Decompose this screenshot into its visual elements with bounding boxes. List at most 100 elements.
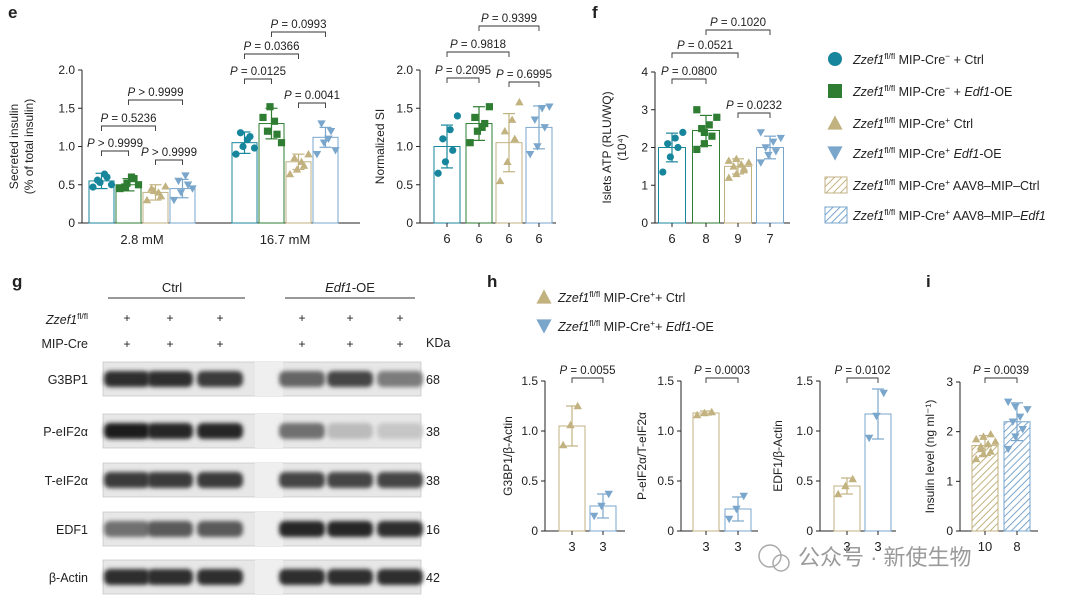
blot-band — [327, 371, 373, 387]
y-tick-label: 1.5 — [396, 101, 413, 115]
plus-sign: + — [123, 337, 130, 351]
legend-item: Zzef1fl/fl MIP-Cre+ Ctrl — [827, 115, 973, 131]
y-axis-label: G3BP1/β-Actin — [501, 416, 515, 496]
blot-band — [104, 423, 150, 439]
y-tick-label: 0.5 — [657, 474, 674, 488]
wechat-icon-bubble — [772, 554, 790, 572]
y-axis-label: Secreted insulin — [7, 104, 21, 189]
data-point — [495, 176, 505, 185]
significance-bracket — [101, 125, 156, 131]
chart-h-peif2a: 0 0.5 1.0 1.5 P-eIF2α/T-eIF2α 3 3 P = 0.0003 — [635, 365, 758, 554]
blot-band — [279, 423, 325, 439]
x-category-label: 3 — [734, 539, 741, 554]
blot-protein-label: EDF1 — [56, 523, 88, 537]
data-point — [729, 162, 738, 170]
data-point — [771, 148, 781, 156]
data-point — [764, 151, 773, 160]
blot-protein-label: T-eIF2α — [45, 474, 88, 488]
data-point — [693, 106, 701, 114]
significance-bracket — [478, 25, 540, 31]
y-tick-label: 1.0 — [58, 140, 75, 154]
plus-sign: + — [166, 311, 173, 325]
data-point — [1018, 425, 1027, 434]
data-point — [93, 176, 102, 184]
significance-bracket — [705, 377, 739, 383]
data-point — [674, 143, 682, 152]
p-value-label: P > 0.9999 — [141, 147, 197, 159]
panel-label-g: g — [12, 272, 22, 291]
blot-band — [147, 371, 193, 387]
legend-label: Zzef1fl/fl MIP-Cre+ AAV8–MIP–Ctrl — [852, 177, 1040, 193]
blot-band — [327, 423, 373, 439]
legend-item: Zzef1fl/fl MIP-Cre− + Edf1-OE — [828, 83, 1012, 99]
y-tick-label: 1 — [641, 178, 648, 192]
y-axis-label: Insulin level (ng ml⁻¹) — [923, 400, 937, 514]
data-point — [573, 401, 582, 410]
y-tick-label: 0.5 — [521, 474, 538, 488]
data-point — [507, 115, 517, 123]
legend-item: Zzef1fl/fl MIP-Cre+ AAV8–MIP–Edf1 — [824, 206, 1046, 224]
data-point — [236, 129, 245, 137]
p-value-label: P = 0.9399 — [481, 13, 537, 25]
data-point — [107, 181, 116, 189]
significance-bracket — [984, 377, 1018, 383]
blot-strip — [102, 413, 423, 449]
legend-label: Zzef1fl/fl MIP-Cre+ Ctrl — [852, 115, 973, 131]
blot-band — [377, 423, 423, 439]
blot-band — [377, 472, 423, 488]
y-axis-label: EDF1/β-Actin — [771, 420, 785, 492]
data-point — [744, 158, 753, 166]
kda-label: KDa — [426, 336, 450, 350]
y-tick-label: 0.5 — [58, 178, 75, 192]
blot-protein-label: P-eIF2α — [43, 425, 88, 439]
data-point — [724, 515, 734, 524]
data-point — [510, 134, 519, 143]
y-tick-label: 0.5 — [796, 474, 813, 488]
data-point — [671, 134, 679, 142]
data-point — [525, 150, 535, 159]
blot-row-label: MIP-Cre — [41, 337, 88, 351]
data-point — [500, 127, 510, 135]
data-point — [156, 192, 166, 200]
x-category-label: 6 — [505, 231, 512, 246]
blot-band — [327, 472, 373, 488]
data-point — [872, 412, 881, 421]
significance-bracket — [244, 78, 272, 84]
plus-sign: + — [123, 311, 130, 325]
data-point — [471, 113, 479, 122]
data-point — [441, 158, 450, 166]
data-point — [864, 434, 874, 443]
panel-g-western-blot: Ctrl Edf1-OE Zzef1fl/fl MIP-Cre + + + + + + + + + + + +… — [41, 280, 450, 595]
blot-band — [197, 423, 243, 439]
blot-gap — [255, 414, 283, 448]
data-point — [181, 172, 190, 180]
legend-label: Zzef1fl/fl MIP-Cre++ Edf1-OE — [557, 318, 714, 334]
x-category-label: 3 — [874, 539, 881, 554]
data-point — [879, 389, 888, 398]
data-point — [116, 184, 124, 193]
data-point — [848, 474, 857, 483]
chart-f-islets-atp: 0 1 2 3 4 Islets ATP (RLU/WQ) (10⁴) 6 8 9 7 P = 0.0… — [600, 17, 790, 246]
blot-band — [279, 521, 325, 537]
data-point — [533, 143, 542, 151]
blot-band — [104, 569, 150, 585]
data-point — [434, 169, 442, 177]
blot-kda-value: 42 — [426, 571, 440, 585]
data-point — [147, 184, 156, 192]
p-value-label: P = 0.0041 — [284, 90, 340, 102]
data-point — [761, 144, 770, 152]
blot-kda-value: 38 — [426, 474, 440, 488]
data-point — [979, 432, 988, 440]
data-point — [708, 132, 716, 140]
significance-bracket — [298, 102, 326, 108]
blot-band — [327, 569, 373, 585]
blot-band — [377, 371, 423, 387]
chart-e-secreted-insulin: 0 0.5 1.0 1.5 2.0 Secreted insulin (% of total… — [7, 19, 360, 247]
chart-e-normalized-si: 0 0.5 1.0 1.5 2.0 Normalized SI 6 6 6 6 P = 0.2095… — [373, 13, 556, 246]
plus-sign: + — [346, 337, 353, 351]
data-point — [976, 444, 986, 453]
data-point — [297, 157, 306, 165]
legend-label: Zzef1fl/fl MIP-Cre+ Edf1-OE — [852, 145, 1002, 161]
data-point — [828, 84, 842, 98]
